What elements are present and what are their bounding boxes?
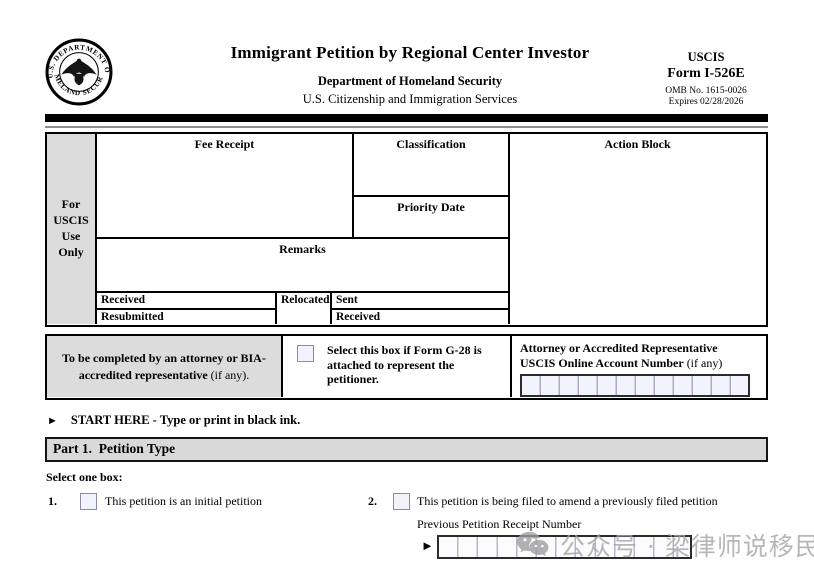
form-id-block: USCIS Form I-526E OMB No. 1615-0026 Expi… <box>645 50 767 107</box>
part1-heading: Part 1. Petition Type <box>45 437 768 462</box>
option1-checkbox[interactable] <box>80 493 97 510</box>
received-cell: Received <box>97 291 277 308</box>
relocated-cell: Relocated <box>277 291 332 324</box>
option2-label: This petition is being filed to amend a … <box>417 494 718 508</box>
header-divider-bar <box>45 114 768 122</box>
option2-number: 2. <box>368 494 377 508</box>
g28-checkbox-label: Select this box if Form G-28 is attached… <box>327 343 482 387</box>
omb-number: OMB No. 1615-0026 <box>665 86 747 96</box>
dhs-seal-logo: U.S. DEPARTMENT OF HOMELAND SECURITY <box>45 37 113 106</box>
action-block-cell: Action Block <box>508 134 765 324</box>
attorney-section: To be completed by an attorney or BIA-ac… <box>45 334 768 400</box>
start-here-line: ► START HERE - Type or print in black in… <box>47 413 300 428</box>
header-divider-line <box>45 126 768 128</box>
uscis-label: USCIS <box>687 50 725 64</box>
for-uscis-use-only-label: For USCIS Use Only <box>47 134 97 324</box>
attorney-account-number-input[interactable] <box>520 374 750 397</box>
arrow-right-icon: ► <box>47 414 58 427</box>
g28-checkbox[interactable] <box>297 345 314 362</box>
remarks-cell: Remarks <box>97 237 508 291</box>
arrow-right-icon: ► <box>421 538 434 553</box>
fee-receipt-cell: Fee Receipt <box>194 137 255 151</box>
g28-cell: Select this box if Form G-28 is attached… <box>283 336 512 397</box>
priority-date-cell: Priority Date <box>352 197 508 237</box>
resubmitted-cell: Resubmitted <box>97 308 277 324</box>
option1-number: 1. <box>48 494 57 508</box>
classification-cell: Classification <box>352 134 508 197</box>
agency-line: U.S. Citizenship and Immigration Service… <box>302 92 518 106</box>
attorney-account-cell: Attorney or Accredited Representative US… <box>512 336 765 397</box>
eagle-emblem <box>61 58 97 86</box>
received-2-cell: Received <box>332 308 508 324</box>
account-label-line1: Attorney or Accredited Representative <box>520 341 718 355</box>
sent-cell: Sent <box>332 291 508 308</box>
page-title: Immigrant Petition by Regional Center In… <box>230 43 590 62</box>
attorney-completed-by-label: To be completed by an attorney or BIA-ac… <box>47 336 283 397</box>
start-here-text: START HERE - Type or print in black ink. <box>70 413 301 427</box>
account-label-line2: USCIS Online Account Number (if any) <box>520 356 723 370</box>
department-line: Department of Homeland Security <box>317 74 503 88</box>
previous-receipt-number-label: Previous Petition Receipt Number <box>417 517 582 531</box>
uscis-use-only-table: For USCIS Use Only Fee Receipt Classific… <box>45 132 768 327</box>
option2-checkbox[interactable] <box>393 493 410 510</box>
previous-receipt-number-input[interactable] <box>437 535 692 559</box>
form-header: Immigrant Petition by Regional Center In… <box>170 43 650 107</box>
form-number: Form I-526E <box>667 66 745 81</box>
expiration-date: Expires 02/28/2026 <box>668 97 744 107</box>
select-one-box-label: Select one box: <box>46 470 123 484</box>
option1-label: This petition is an initial petition <box>105 494 262 508</box>
